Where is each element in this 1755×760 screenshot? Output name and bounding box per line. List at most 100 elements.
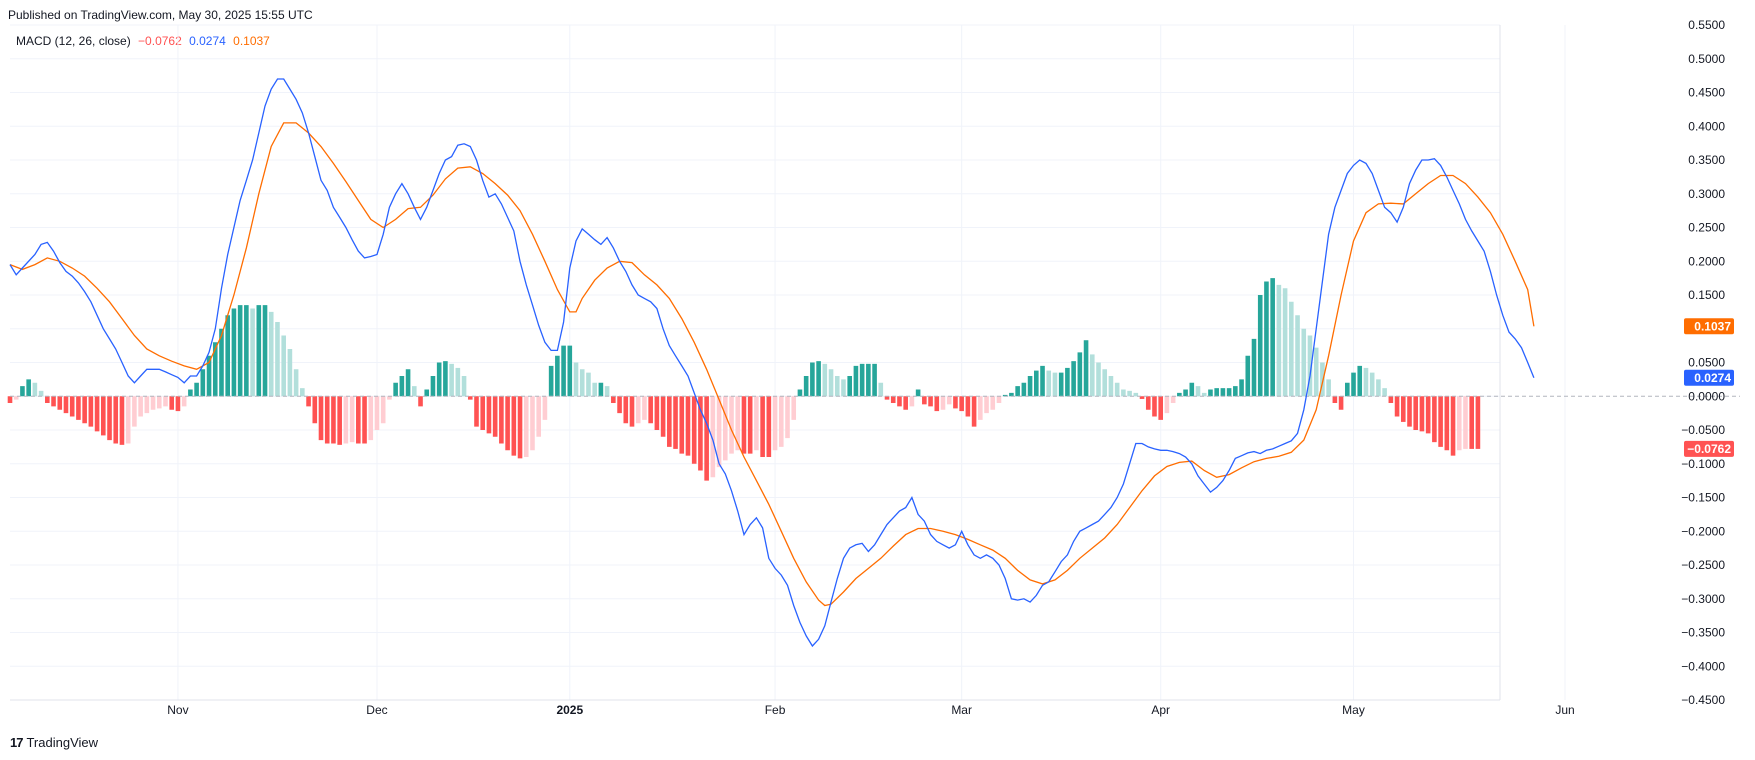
histogram-bar <box>293 369 299 397</box>
histogram-bar <box>1394 396 1400 417</box>
y-tick-label: −0.0500 <box>1681 423 1725 437</box>
histogram-bar <box>38 390 44 397</box>
histogram-bar <box>113 396 119 444</box>
histogram-bar <box>76 396 81 420</box>
histogram-bar <box>1158 396 1163 420</box>
histogram-bar <box>1320 362 1325 397</box>
histogram-bar <box>679 396 685 454</box>
histogram-bar <box>841 379 846 397</box>
histogram-bar <box>890 396 896 403</box>
histogram-bar <box>747 396 753 454</box>
histogram-bar <box>1133 392 1139 397</box>
indicator-legend[interactable]: MACD (12, 26, close) −0.0762 0.0274 0.10… <box>16 34 274 48</box>
histogram-bar <box>791 396 797 420</box>
histogram-bar <box>175 396 181 412</box>
histogram-bar <box>511 396 517 456</box>
histogram-bar <box>1195 386 1201 397</box>
histogram-bar <box>7 396 13 403</box>
histogram-bar <box>318 396 324 441</box>
histogram-bar <box>909 396 915 407</box>
histogram-bar <box>1469 396 1474 449</box>
histogram-bar <box>156 396 162 409</box>
histogram-bar <box>51 396 56 407</box>
histogram-bar <box>996 396 1002 403</box>
histogram-bar <box>940 396 946 410</box>
histogram-bar <box>194 382 199 397</box>
histogram-bar <box>1108 376 1114 397</box>
tradingview-brand[interactable]: 17 TradingView <box>10 735 98 750</box>
x-tick-label: Apr <box>1151 703 1170 717</box>
y-tick-label: 0.3500 <box>1688 153 1725 167</box>
histogram-bar <box>380 396 386 424</box>
histogram-bar <box>1145 396 1151 410</box>
y-tick-label: 0.5500 <box>1688 18 1725 32</box>
histogram-bar <box>884 396 890 400</box>
histogram-bar <box>237 305 243 397</box>
histogram-bar <box>107 396 112 441</box>
y-tick-label: −0.3000 <box>1681 592 1725 606</box>
x-tick-label: Dec <box>366 703 387 717</box>
histogram-bar <box>710 396 716 478</box>
histogram-bar <box>611 396 616 403</box>
histogram-bar <box>306 396 311 407</box>
legend-signal-value: 0.1037 <box>233 34 270 48</box>
histogram-bar <box>934 396 940 412</box>
x-tick-label: Mar <box>951 703 972 717</box>
histogram-bar <box>1313 347 1319 397</box>
histogram-bar <box>1089 354 1095 397</box>
histogram-bar <box>45 396 50 403</box>
histogram-bar <box>262 305 268 397</box>
histogram-bar <box>356 396 361 444</box>
histogram-bar <box>1307 335 1313 397</box>
y-tick-label: −0.1500 <box>1681 491 1725 505</box>
histogram-bar <box>1177 392 1182 397</box>
histogram-bar <box>169 396 175 410</box>
histogram-bar <box>1002 394 1008 397</box>
histogram-bar <box>859 363 865 397</box>
histogram-bar <box>1270 278 1275 397</box>
histogram-bar <box>1065 367 1070 397</box>
histogram-bar <box>1326 379 1331 397</box>
indicator-name: MACD (12, 26, close) <box>16 34 131 48</box>
histogram-bar <box>200 369 206 397</box>
histogram-bar <box>1102 369 1108 397</box>
histogram-bar <box>928 396 933 407</box>
histogram-bar <box>685 396 691 456</box>
histogram-bar <box>1220 388 1226 397</box>
histogram-bar <box>492 396 498 437</box>
histogram-bar <box>579 369 585 397</box>
histogram-bar <box>312 396 318 424</box>
grid-lines <box>10 24 1566 701</box>
histogram-bar <box>244 305 249 397</box>
histogram-bar <box>555 355 560 397</box>
histogram-bar <box>872 363 877 397</box>
histogram-bar <box>1400 396 1406 422</box>
published-caption: Published on TradingView.com, May 30, 20… <box>8 8 313 22</box>
y-tick-label: 0.0500 <box>1688 356 1725 370</box>
histogram-bar <box>1214 388 1219 397</box>
histogram-bar <box>225 315 230 397</box>
histogram-bar <box>1382 388 1387 397</box>
x-tick-label: Nov <box>167 703 188 717</box>
histogram-bar <box>250 308 255 397</box>
y-tick-label: 0.1500 <box>1688 288 1725 302</box>
histogram-bar <box>399 376 405 397</box>
histogram-bar <box>660 396 666 437</box>
histogram-bars <box>7 278 1481 481</box>
histogram-bar <box>275 322 280 397</box>
histogram-bar <box>374 396 380 430</box>
histogram-bar <box>978 396 983 420</box>
y-tick-label: −0.3500 <box>1681 626 1725 640</box>
signal-value-tag <box>1684 318 1734 335</box>
histogram-bar <box>946 396 952 405</box>
histogram-bar <box>617 396 622 414</box>
histogram-bar <box>810 362 815 397</box>
histogram-bar <box>461 376 467 397</box>
histogram-bar <box>592 382 597 397</box>
histogram-bar <box>573 362 579 397</box>
histogram-bar <box>1276 284 1282 397</box>
histogram-bar <box>1351 372 1356 397</box>
x-tick-label: Jun <box>1555 703 1574 717</box>
histogram-bar <box>766 396 772 457</box>
